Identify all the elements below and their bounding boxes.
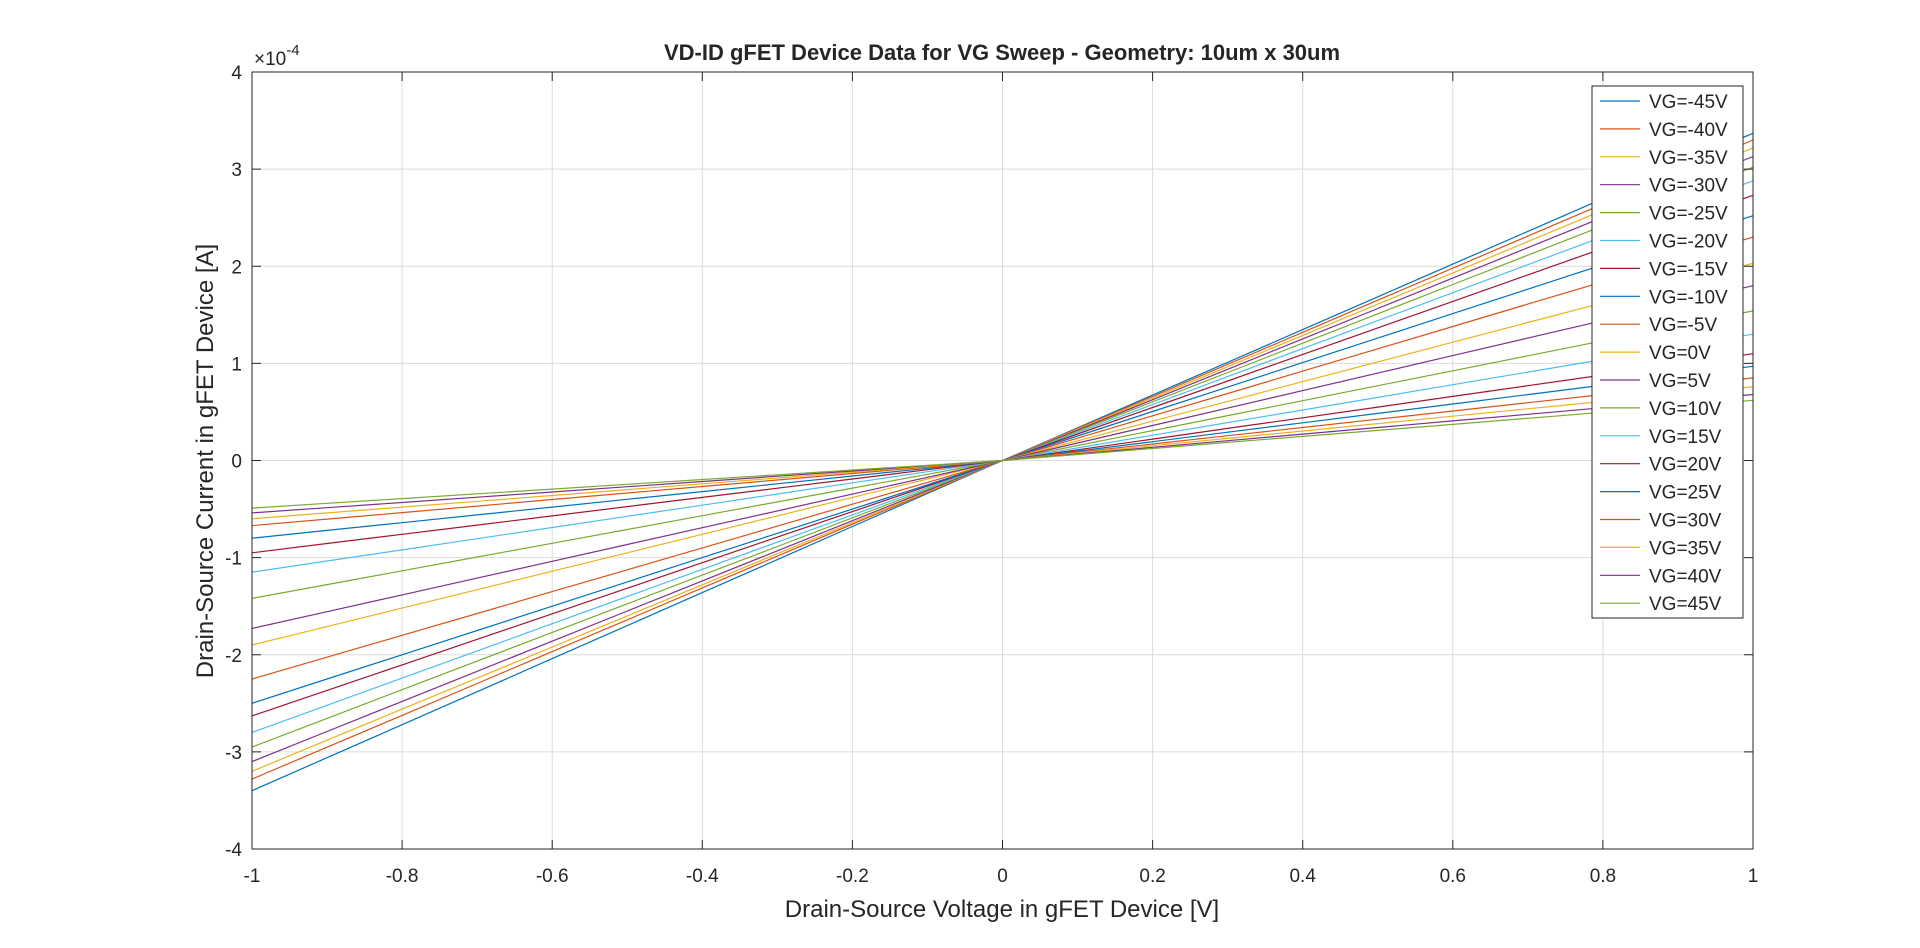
- legend-entry: VG=25V: [1649, 483, 1722, 504]
- series-lines: [251, 132, 1754, 792]
- x-tick-label: -0.6: [536, 866, 569, 887]
- legend-entry: VG=-30V: [1649, 176, 1728, 197]
- legend-entry: VG=5V: [1649, 371, 1711, 392]
- axis-ticks: [251, 71, 1754, 850]
- legend-entry: VG=10V: [1649, 399, 1722, 420]
- x-tick-label: 0.2: [1139, 866, 1165, 887]
- y-tick-label: 1: [231, 354, 242, 375]
- y-tick-label: 3: [231, 160, 242, 181]
- legend-entry: VG=15V: [1649, 427, 1722, 448]
- y-axis-exponent: ×10-4: [254, 42, 300, 70]
- legend-entry: VG=20V: [1649, 455, 1722, 476]
- legend-entry: VG=-25V: [1649, 204, 1728, 225]
- legend-entry: VG=-20V: [1649, 232, 1728, 253]
- legend-entry: VG=30V: [1649, 511, 1722, 532]
- legend-entry: VG=-45V: [1649, 92, 1728, 113]
- tick-labels: -1 -0.8 -0.6 -0.4 -0.2 0 0.2 0.4 0.6 0.8 1 -4 -3 -2 -1…: [225, 63, 1758, 887]
- legend-entry: VG=-5V: [1649, 315, 1717, 336]
- y-tick-label: -4: [225, 840, 242, 861]
- x-tick-label: -1: [244, 866, 261, 887]
- y-exponent-base: ×10: [254, 49, 286, 70]
- legend-entry: VG=35V: [1649, 538, 1722, 559]
- x-tick-label: -0.2: [836, 866, 869, 887]
- series-line: [251, 399, 1754, 509]
- x-axis-label: Drain-Source Voltage in gFET Device [V]: [785, 896, 1219, 923]
- legend-entry: VG=-40V: [1649, 120, 1728, 141]
- legend-entry: VG=40V: [1649, 566, 1722, 587]
- x-tick-label: 0.8: [1590, 866, 1616, 887]
- legend-entry: VG=-15V: [1649, 259, 1728, 280]
- legend-entry: VG=-10V: [1649, 287, 1728, 308]
- x-tick-label: 0.6: [1440, 866, 1466, 887]
- y-tick-label: 0: [231, 452, 242, 473]
- y-tick-label: -2: [225, 646, 242, 667]
- x-tick-label: -0.4: [686, 866, 719, 887]
- y-axis-label: Drain-Source Current in gFET Device [A]: [192, 244, 219, 678]
- y-tick-label: 4: [231, 63, 242, 84]
- y-tick-label: -1: [225, 549, 242, 570]
- y-exponent-power: -4: [286, 42, 299, 59]
- legend-entry: VG=0V: [1649, 343, 1711, 364]
- legend-entry: VG=45V: [1649, 594, 1722, 615]
- y-tick-label: -3: [225, 743, 242, 764]
- x-tick-label: -0.8: [386, 866, 419, 887]
- chart-title: VD-ID gFET Device Data for VG Sweep - Ge…: [664, 40, 1340, 65]
- legend: VG=-45V VG=-40V VG=-35V VG=-30V VG=-25V VG=-2…: [1591, 85, 1744, 619]
- x-tick-label: 0: [997, 866, 1008, 887]
- legend-entry: VG=-35V: [1649, 148, 1728, 169]
- x-tick-label: 1: [1748, 866, 1759, 887]
- x-tick-label: 0.4: [1289, 866, 1316, 887]
- y-tick-label: 2: [231, 257, 242, 278]
